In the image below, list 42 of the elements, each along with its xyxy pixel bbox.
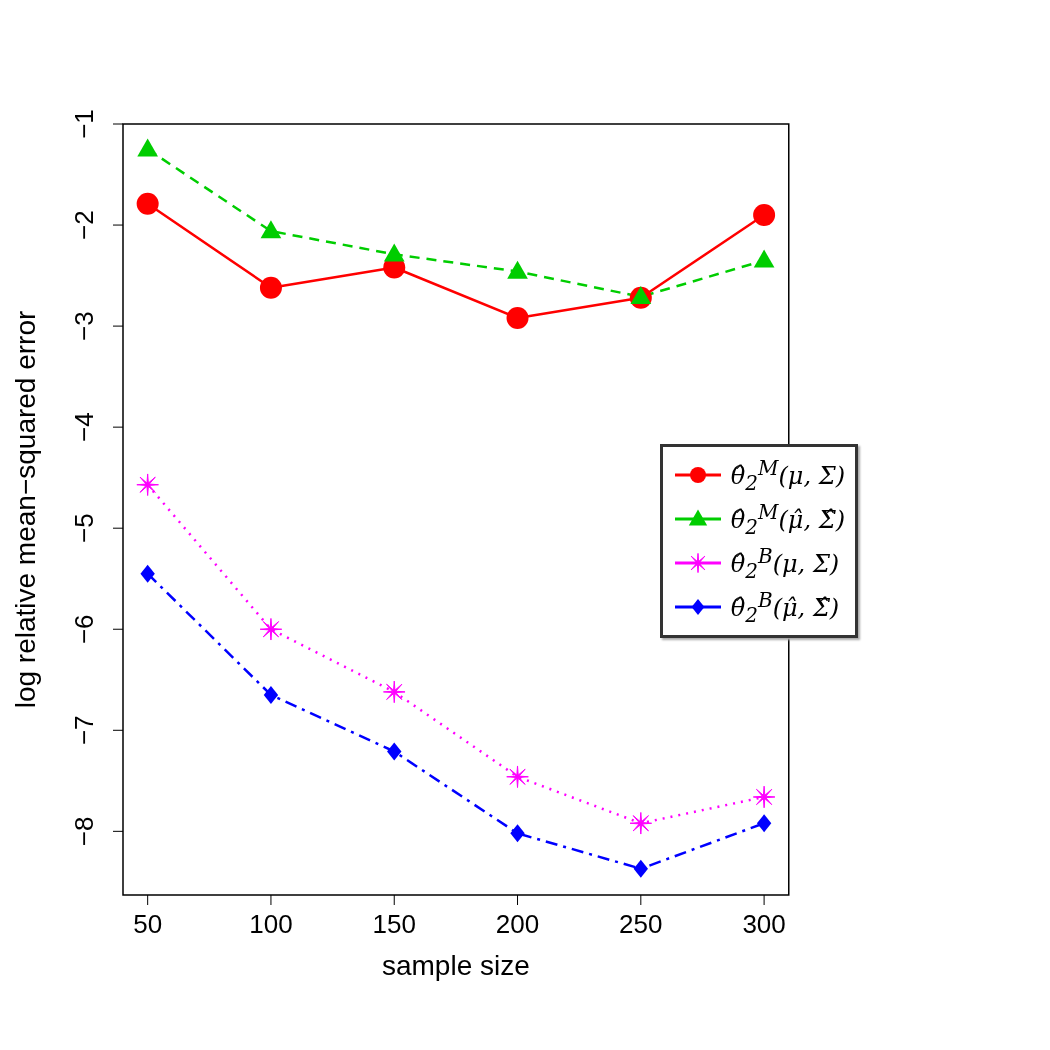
y-tick-label: −6	[69, 614, 99, 645]
y-tick-label: −3	[69, 311, 99, 341]
x-tick-label: 100	[249, 909, 293, 940]
y-tick-label: −5	[69, 513, 99, 544]
legend-label: θ̂$_{2}$$^{B}$(μ̂, Σ̂)	[730, 587, 840, 627]
x-tick-label: 50	[133, 909, 163, 940]
point	[629, 811, 653, 835]
point	[137, 138, 159, 157]
point	[506, 307, 529, 330]
x-tick-label: 150	[372, 909, 416, 940]
point	[630, 285, 652, 304]
point	[382, 680, 406, 704]
point	[752, 785, 776, 809]
point	[259, 617, 283, 641]
legend-label: θ̂$_{2}$$^{M}$(μ̂, Σ̂)	[730, 499, 845, 539]
legend-label: θ̂$_{2}$$^{M}$(μ, Σ)	[730, 455, 845, 495]
point	[510, 824, 525, 843]
x-tick-label: 250	[619, 909, 663, 940]
point	[136, 473, 159, 497]
point	[507, 260, 528, 279]
y-tick-label: −4	[69, 412, 99, 442]
point	[633, 859, 649, 878]
point	[506, 765, 529, 789]
x-tick-label: 200	[495, 909, 540, 940]
y-tick-label: −8	[69, 816, 99, 847]
point	[260, 220, 282, 239]
point	[259, 276, 282, 299]
point	[140, 564, 155, 583]
point	[753, 249, 775, 268]
y-tick-label: −7	[69, 715, 99, 746]
point	[136, 192, 159, 215]
y-tick-label: −2	[69, 210, 99, 240]
point	[756, 814, 772, 833]
x-tick-label: 300	[742, 909, 786, 940]
x-axis-title: sample size	[381, 950, 530, 981]
point	[387, 742, 402, 761]
point	[263, 685, 279, 704]
y-axis-title: log relative mean−squared error	[9, 310, 41, 709]
legend-label: θ̂$_{2}$$^{B}$(μ, Σ)	[730, 543, 840, 583]
y-tick-label: −1	[69, 109, 99, 139]
point	[753, 203, 776, 226]
point	[383, 243, 405, 262]
